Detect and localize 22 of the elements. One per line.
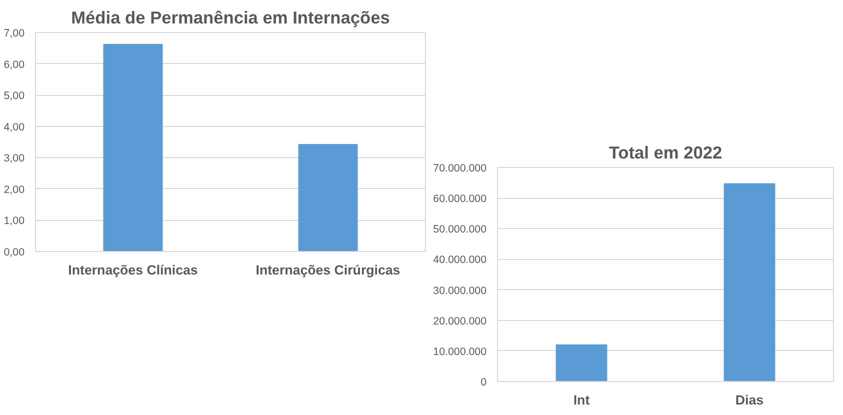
- y-tick-label: 6,00: [4, 58, 25, 71]
- y-tick-label: 2,00: [4, 184, 25, 196]
- y-tick-label: 50.000.000: [433, 224, 487, 236]
- y-tick-label: 40.000.000: [433, 254, 487, 266]
- y-tick-label: 3,00: [4, 152, 25, 165]
- y-tick-label: 7,00: [4, 28, 25, 40]
- y-tick-label: 30.000.000: [433, 284, 487, 297]
- y-tick-label: 70.000.000: [433, 162, 487, 174]
- y-tick-label: 0: [480, 376, 487, 388]
- y-tick-label: 10.000.000: [433, 346, 487, 358]
- chart-title: Média de Permanência em Internações: [71, 8, 390, 28]
- chart-title: Total em 2022: [608, 142, 722, 162]
- y-tick-label: 20.000.000: [433, 315, 487, 328]
- y-tick-label: 5,00: [4, 90, 25, 102]
- x-tick-label: Internações Cirúrgicas: [256, 262, 400, 278]
- y-tick-label: 4,00: [4, 121, 25, 134]
- x-tick-label: Dias: [735, 392, 764, 408]
- y-tick-label: 1,00: [4, 215, 25, 228]
- y-tick-label: 60.000.000: [433, 193, 487, 206]
- x-tick-label: Int: [573, 392, 590, 408]
- x-tick-label: Internações Clínicas: [68, 262, 198, 278]
- y-tick-label: 0,00: [4, 246, 25, 258]
